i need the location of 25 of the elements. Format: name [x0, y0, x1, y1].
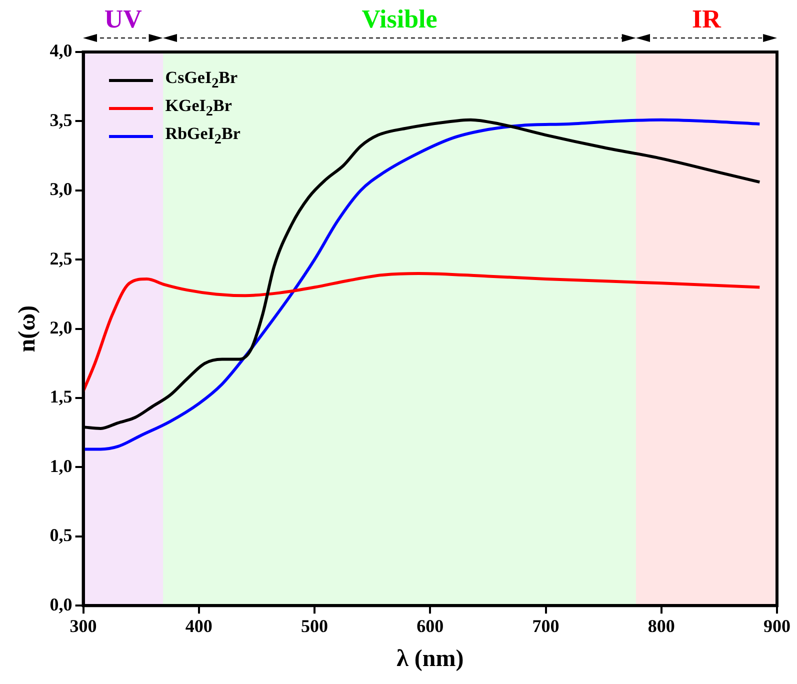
legend-label: KGeI$_{2}$Br: [165, 96, 232, 120]
x-tick-label: 400: [185, 616, 212, 636]
y-tick-label: 1,5: [50, 386, 72, 407]
y-tick-label: 0,5: [50, 525, 72, 546]
band-label: IR: [692, 4, 722, 34]
x-tick-label: 800: [648, 616, 675, 636]
y-tick-label: 1,0: [50, 456, 72, 476]
y-tick-label: 2,5: [50, 248, 72, 268]
y-tick-label: 4,0: [50, 40, 72, 61]
x-tick-label: 700: [532, 616, 560, 636]
x-tick-label: 600: [416, 616, 444, 636]
line-series: [83, 272, 762, 393]
y-axis-title: n(ω): [14, 305, 41, 352]
x-tick-label: 300: [70, 616, 97, 636]
x-tick-label: 500: [301, 616, 328, 636]
y-tick-label: 2,0: [50, 317, 72, 338]
y-tick-label: 3,0: [50, 179, 72, 200]
x-axis-title: λ (nm): [396, 646, 464, 672]
x-tick-label: 900: [764, 616, 790, 636]
band-label: Visible: [362, 4, 438, 34]
legend-label: CsGeI$_{2}$Br: [165, 68, 238, 92]
legend-label: RbGeI$_{2}$Br: [165, 124, 240, 148]
y-tick-label: 0,0: [50, 594, 72, 614]
y-tick-label: 3,5: [50, 110, 72, 130]
band-label: UV: [104, 4, 142, 34]
